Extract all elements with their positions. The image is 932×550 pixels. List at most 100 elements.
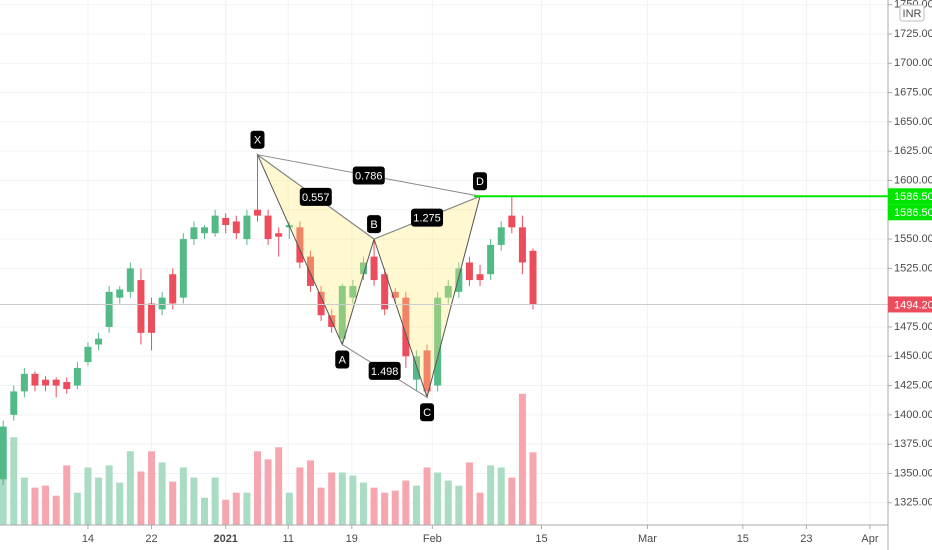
volume-bar — [465, 462, 473, 525]
x-tick-label: 15 — [535, 533, 547, 545]
last-price-label-box — [888, 296, 932, 313]
pattern-point-label: X — [254, 135, 262, 147]
pattern-point-label: B — [370, 219, 377, 231]
volume-bar — [476, 492, 484, 525]
candle-body — [423, 350, 431, 392]
candle-body — [137, 280, 145, 333]
pattern-point — [473, 172, 488, 191]
y-tick-label: 1425.00 — [894, 379, 932, 391]
y-tick-label: 1650.00 — [894, 116, 932, 128]
volume-bar — [381, 492, 389, 525]
volume-bar — [126, 451, 134, 525]
x-tick-label: 2021 — [213, 533, 237, 545]
y-tick-label: 1725.00 — [894, 28, 932, 40]
y-tick-label: 1450.00 — [894, 350, 932, 362]
volume-bar — [444, 480, 452, 525]
ratio-box — [352, 166, 385, 185]
volume-bar — [328, 472, 336, 525]
ratio-label: 1.498 — [371, 366, 399, 378]
pattern-point-label: C — [423, 407, 431, 419]
y-tick-label: 1350.00 — [894, 467, 932, 479]
candle-body — [296, 227, 304, 263]
price-axis-bg — [888, 0, 932, 550]
candle-body — [508, 215, 516, 228]
x-tick-label: 14 — [82, 533, 94, 545]
candle-body — [201, 227, 209, 234]
ratio-label: 0.786 — [355, 170, 383, 182]
x-tick-label: 19 — [346, 533, 358, 545]
candle-body — [52, 379, 60, 386]
volume-bar — [84, 467, 92, 525]
volume-bar — [179, 467, 187, 525]
y-tick-label: 1550.00 — [894, 233, 932, 245]
volume-bar — [222, 499, 230, 525]
candle-body — [275, 233, 283, 237]
volume-bar — [211, 477, 219, 525]
candle-body — [402, 297, 410, 357]
y-tick-label: 1700.00 — [894, 57, 932, 69]
candle-body — [222, 217, 230, 225]
volume-bar — [391, 490, 399, 525]
candle-body — [179, 239, 187, 298]
ratio-box — [299, 187, 332, 206]
candle-body — [116, 289, 124, 298]
x-tick-label: 22 — [145, 533, 157, 545]
volume-bar — [455, 485, 463, 525]
level-label: 1586.50 — [894, 191, 932, 203]
volume-bar — [148, 451, 156, 525]
candle-body — [476, 274, 484, 281]
level-label-box — [888, 188, 932, 205]
candle-body — [95, 338, 103, 345]
candle-body — [529, 250, 537, 305]
volume-bar — [201, 497, 209, 525]
volume-bar — [20, 477, 28, 525]
volume-bar — [73, 492, 81, 525]
candle-body — [359, 262, 367, 275]
candle-body — [465, 262, 473, 281]
candle-body — [349, 285, 357, 298]
x-tick-label: Apr — [861, 533, 878, 545]
volume-bar — [434, 472, 442, 525]
candle-body — [391, 291, 399, 298]
candle-body — [455, 268, 463, 292]
y-tick-label: 1600.00 — [894, 174, 932, 186]
volume-bar — [95, 477, 103, 525]
candle-body — [20, 373, 28, 392]
pattern-point-label: A — [339, 354, 347, 366]
x-tick-label: Feb — [423, 533, 442, 545]
volume-bar — [158, 462, 166, 525]
volume-bar — [243, 492, 251, 525]
candle-body — [434, 297, 442, 386]
x-tick-label: Mar — [638, 533, 657, 545]
volume-bar — [306, 460, 314, 525]
candle-body — [264, 215, 272, 240]
level-label: 1586.50 — [894, 207, 932, 219]
y-tick-label: 1625.00 — [894, 145, 932, 157]
volume-bar — [10, 437, 18, 525]
x-tick-label: 23 — [800, 533, 812, 545]
volume-bar — [264, 459, 272, 525]
candle-body — [0, 426, 7, 480]
candle-body — [190, 227, 198, 240]
ratio-label: 0.557 — [302, 192, 330, 204]
candle-body — [444, 285, 452, 298]
volume-bar — [285, 492, 293, 525]
volume-bar — [359, 482, 367, 525]
candle-body — [105, 291, 113, 327]
volume-bar — [497, 467, 505, 525]
volume-bar — [63, 465, 71, 525]
candle-body — [73, 367, 81, 386]
x-tick-label: 11 — [283, 533, 294, 545]
level-label-box — [888, 204, 932, 221]
pattern-point — [367, 215, 382, 234]
y-tick-label: 1325.00 — [894, 497, 932, 509]
volume-bar — [116, 482, 124, 525]
volume-bar — [232, 492, 240, 525]
y-tick-label: 1675.00 — [894, 86, 932, 98]
ratio-label: 1.275 — [413, 213, 441, 225]
candle-body — [412, 356, 420, 380]
candle-body — [518, 227, 526, 263]
y-tick-label: 1525.00 — [894, 262, 932, 274]
last-price-label: 1494.20 — [894, 299, 932, 311]
